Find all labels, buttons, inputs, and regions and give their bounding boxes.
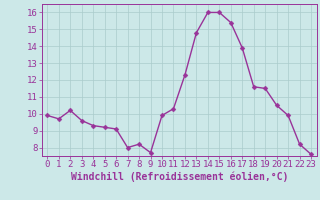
X-axis label: Windchill (Refroidissement éolien,°C): Windchill (Refroidissement éolien,°C) [70, 172, 288, 182]
